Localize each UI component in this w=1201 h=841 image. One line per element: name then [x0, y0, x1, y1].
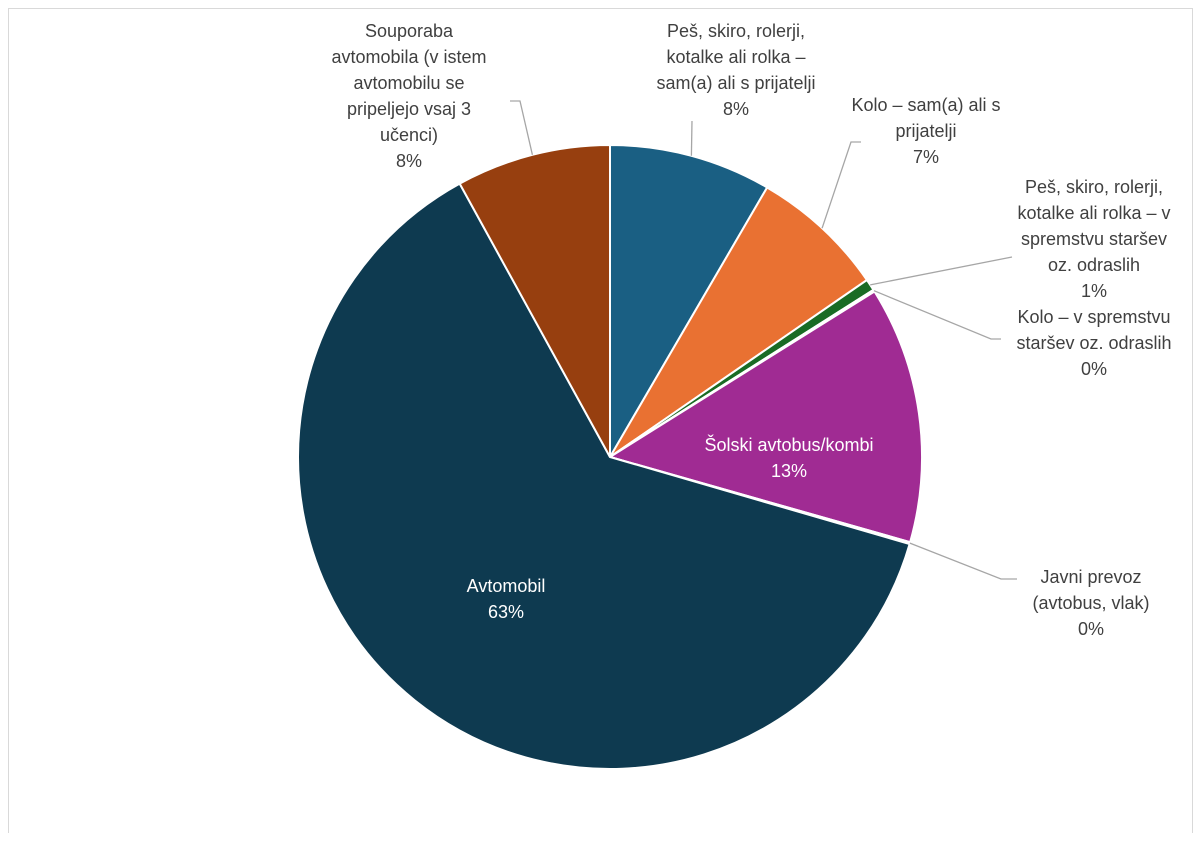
data-label-5: Šolski avtobus/kombi 13%: [704, 434, 873, 481]
data-labels: Peš, skiro, rolerji, kotalke ali rolka – s…: [331, 21, 1171, 639]
chart-frame: Peš, skiro, rolerji, kotalke ali rolka – s…: [8, 8, 1193, 833]
data-label-2: Kolo – sam(a) ali s prijatelji 7%: [851, 95, 1000, 167]
data-label-3: Peš, skiro, rolerji, kotalke ali rolka – …: [1017, 177, 1170, 301]
leader-line-3: [870, 256, 1013, 286]
leader-line-8: [510, 100, 534, 155]
data-label-6: Javni prevoz (avtobus, vlak) 0%: [1032, 567, 1149, 639]
data-label-1: Peš, skiro, rolerji, kotalke ali rolka – s…: [656, 21, 815, 119]
pie-slice-8: [458, 143, 611, 458]
pie-slice-7: [297, 182, 911, 770]
pie-slices: [297, 143, 923, 770]
data-label-8: Souporaba avtomobila (v istem avtomobilu s…: [331, 21, 486, 171]
leader-line-6: [909, 542, 1017, 580]
pie-slice-5: [607, 290, 923, 544]
data-label-7: Avtomobil 63%: [467, 576, 546, 622]
leader-line-4: [873, 290, 1001, 340]
data-label-4: Kolo – v spremstvu staršev oz. odraslih 0%: [1016, 307, 1171, 379]
leader-lines: [510, 100, 1017, 580]
pie-chart: Peš, skiro, rolerji, kotalke ali rolka – s…: [297, 21, 1172, 770]
pie-slice-1: [609, 143, 769, 461]
leader-line-1: [690, 120, 693, 156]
pie-slice-2: [609, 186, 869, 458]
leader-line-2: [821, 141, 861, 229]
